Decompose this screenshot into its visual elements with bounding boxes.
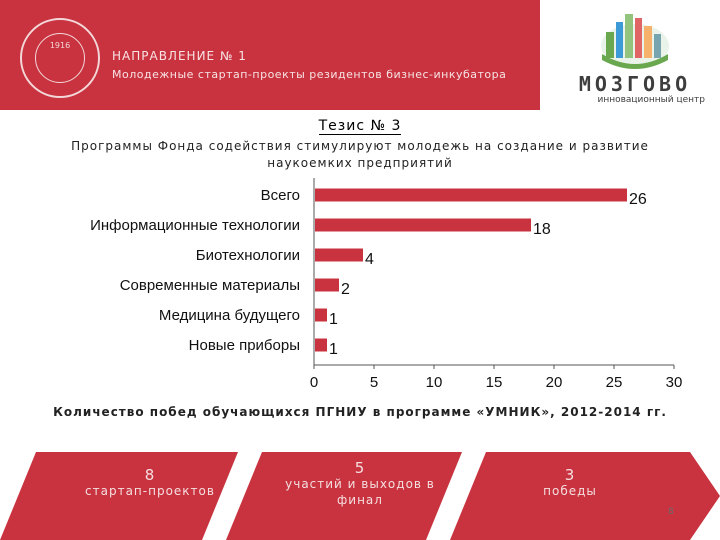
banner-wins-number: 3 bbox=[564, 466, 576, 484]
university-seal-inner-ring bbox=[35, 33, 85, 83]
banner-finals-label: участий и выходов в финал bbox=[285, 477, 435, 507]
banner-wins-text: 3 победы bbox=[520, 467, 620, 499]
bar bbox=[315, 338, 327, 352]
x-tick-label: 20 bbox=[546, 374, 563, 391]
header-banner: 1916 НАПРАВЛЕНИЕ № 1 Молодежные стартап-… bbox=[0, 0, 540, 110]
banner-startups bbox=[0, 452, 238, 540]
data-label: 26 bbox=[629, 191, 647, 208]
mozgovo-logo-icon bbox=[601, 14, 669, 69]
logo-subtitle: инновационный центр bbox=[597, 95, 705, 105]
thesis-title-text: Тезис № 3 bbox=[318, 118, 402, 135]
data-label: 2 bbox=[341, 281, 350, 298]
bar bbox=[315, 248, 363, 262]
x-tick-label: 30 bbox=[666, 374, 683, 391]
banner-finals bbox=[226, 452, 462, 540]
x-tick-label: 0 bbox=[310, 374, 318, 391]
category-label: Современные материалы bbox=[120, 277, 300, 294]
bar bbox=[315, 308, 327, 322]
category-label: Новые приборы bbox=[189, 337, 300, 354]
logo-name: МОЗГОВО bbox=[578, 72, 692, 96]
banner-finals-text: 5 участий и выходов в финал bbox=[270, 460, 450, 508]
data-label: 4 bbox=[365, 251, 374, 268]
bar bbox=[315, 278, 339, 292]
seal-year: 1916 bbox=[49, 41, 71, 50]
banner-startups-label: стартап-проектов bbox=[85, 484, 215, 498]
slide-subtitle: Программы Фонда содействия стимулируют м… bbox=[71, 139, 649, 170]
thesis-title: Тезис № 3 bbox=[0, 118, 720, 135]
direction-subtitle: Молодежные стартап-проекты резидентов би… bbox=[112, 68, 507, 81]
data-label: 1 bbox=[329, 311, 338, 328]
banner-strip bbox=[0, 452, 720, 540]
bar bbox=[315, 188, 627, 202]
page-number: 8 bbox=[668, 507, 674, 517]
data-label: 18 bbox=[533, 221, 551, 238]
banner-startups-text: 8 стартап-проектов bbox=[50, 467, 250, 499]
data-label: 1 bbox=[329, 341, 338, 358]
chart-caption: Количество побед обучающихся ПГНИУ в про… bbox=[53, 405, 667, 419]
x-tick-label: 5 bbox=[370, 374, 378, 391]
banner-wins bbox=[450, 452, 720, 540]
bar bbox=[315, 218, 531, 232]
victories-bar-chart: Всего 26 Информационные технологии 18 Биотех… bbox=[90, 178, 683, 391]
banner-startups-number: 8 bbox=[144, 466, 156, 484]
x-tick-label: 15 bbox=[486, 374, 503, 391]
category-label: Биотехнологии bbox=[196, 247, 300, 264]
university-seal: 1916 bbox=[20, 18, 100, 98]
x-tick-label: 25 bbox=[606, 374, 623, 391]
category-label: Всего bbox=[261, 187, 300, 204]
category-label: Информационные технологии bbox=[90, 217, 300, 234]
x-tick-label: 10 bbox=[426, 374, 443, 391]
banner-wins-label: победы bbox=[543, 484, 597, 498]
banner-finals-number: 5 bbox=[354, 459, 366, 477]
category-label: Медицина будущего bbox=[159, 307, 300, 324]
direction-title: НАПРАВЛЕНИЕ № 1 bbox=[112, 49, 247, 63]
